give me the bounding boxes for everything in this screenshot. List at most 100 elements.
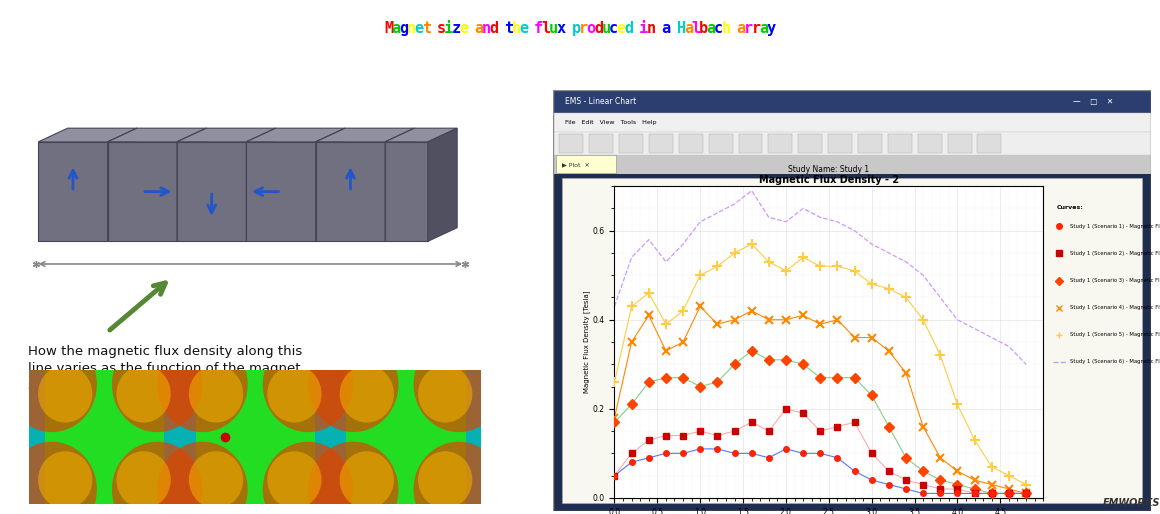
Polygon shape	[316, 128, 414, 142]
Circle shape	[309, 442, 399, 514]
Circle shape	[267, 365, 321, 423]
Circle shape	[116, 451, 171, 508]
Text: g: g	[399, 21, 408, 36]
Polygon shape	[559, 134, 583, 153]
Polygon shape	[385, 142, 428, 242]
Polygon shape	[887, 134, 912, 153]
Text: a: a	[392, 21, 401, 36]
Polygon shape	[38, 142, 108, 242]
Text: d: d	[490, 21, 499, 36]
Polygon shape	[164, 370, 180, 504]
Circle shape	[418, 451, 472, 508]
Text: z: z	[451, 21, 461, 36]
Text: r: r	[745, 21, 753, 36]
Polygon shape	[709, 134, 733, 153]
Circle shape	[158, 337, 248, 432]
Text: h: h	[722, 21, 731, 36]
Text: r: r	[752, 21, 761, 36]
Text: a: a	[661, 21, 670, 36]
Polygon shape	[553, 132, 1151, 155]
Text: h: h	[512, 21, 521, 36]
Text: s: s	[436, 21, 445, 36]
Text: M: M	[384, 21, 393, 36]
Text: f: f	[535, 21, 543, 36]
Text: a: a	[706, 21, 716, 36]
Circle shape	[189, 365, 244, 423]
Text: i: i	[444, 21, 454, 36]
Circle shape	[116, 365, 171, 423]
Text: o: o	[587, 21, 596, 36]
Polygon shape	[553, 90, 1151, 113]
Polygon shape	[246, 142, 316, 242]
Text: How the magnetic flux density along this
line varies as the function of the magn: How the magnetic flux density along this…	[28, 345, 302, 392]
Circle shape	[38, 451, 93, 508]
Circle shape	[267, 451, 321, 508]
Text: e: e	[520, 21, 528, 36]
Text: b: b	[699, 21, 709, 36]
Circle shape	[340, 451, 394, 508]
Text: EMS - Linear Chart: EMS - Linear Chart	[565, 97, 637, 106]
Text: d: d	[624, 21, 633, 36]
Polygon shape	[177, 128, 276, 142]
Circle shape	[6, 337, 97, 432]
Text: e: e	[414, 21, 423, 36]
Text: u: u	[602, 21, 611, 36]
Text: l: l	[691, 21, 701, 36]
Y-axis label: Magnetic Flux Density [Tesla]: Magnetic Flux Density [Tesla]	[583, 291, 589, 393]
Circle shape	[113, 337, 203, 432]
Polygon shape	[828, 134, 851, 153]
Polygon shape	[553, 113, 1151, 132]
Polygon shape	[385, 128, 414, 242]
Polygon shape	[619, 134, 643, 153]
Polygon shape	[553, 174, 1151, 511]
Text: n: n	[481, 21, 491, 36]
Text: a: a	[684, 21, 694, 36]
Text: Study 1 (Scenario 4) - Magnetic Flux Density: Study 1 (Scenario 4) - Magnetic Flux Den…	[1070, 305, 1160, 310]
Polygon shape	[177, 142, 246, 242]
Text: a: a	[737, 21, 746, 36]
Text: y: y	[767, 21, 776, 36]
Text: x: x	[557, 21, 566, 36]
Text: Study 1 (Scenario 3) - Magnetic Flux Density: Study 1 (Scenario 3) - Magnetic Flux Den…	[1070, 278, 1160, 283]
Polygon shape	[316, 142, 385, 242]
Polygon shape	[798, 134, 822, 153]
Text: Study 1 (Scenario 5) - Magnetic Flux Density: Study 1 (Scenario 5) - Magnetic Flux Den…	[1070, 332, 1160, 337]
Text: n: n	[646, 21, 655, 36]
Polygon shape	[108, 128, 206, 142]
Text: r: r	[579, 21, 588, 36]
Text: Study 1 (Scenario 2) - Magnetic Flux Density: Study 1 (Scenario 2) - Magnetic Flux Den…	[1070, 251, 1160, 256]
Polygon shape	[858, 134, 882, 153]
Text: a: a	[474, 21, 484, 36]
Text: e: e	[617, 21, 625, 36]
Polygon shape	[978, 134, 1001, 153]
Polygon shape	[38, 128, 137, 142]
Circle shape	[6, 442, 97, 514]
Text: File   Edit   View   Tools   Help: File Edit View Tools Help	[565, 120, 657, 125]
Polygon shape	[428, 128, 457, 242]
Text: l: l	[542, 21, 551, 36]
Text: H: H	[676, 21, 686, 36]
Text: n: n	[407, 21, 415, 36]
Text: d: d	[594, 21, 603, 36]
Text: c: c	[609, 21, 618, 36]
Polygon shape	[918, 134, 942, 153]
Text: —    □    ✕: — □ ✕	[1073, 97, 1114, 106]
Text: p: p	[572, 21, 581, 36]
Polygon shape	[316, 128, 346, 242]
Polygon shape	[246, 128, 276, 242]
Text: ▶ Plot  ✕: ▶ Plot ✕	[563, 162, 590, 167]
Circle shape	[414, 442, 505, 514]
Circle shape	[309, 337, 399, 432]
Text: u: u	[549, 21, 558, 36]
Text: Study Name: Study 1: Study Name: Study 1	[789, 164, 869, 174]
Text: e: e	[459, 21, 469, 36]
Text: c: c	[715, 21, 724, 36]
Polygon shape	[29, 370, 45, 504]
Circle shape	[418, 365, 472, 423]
Circle shape	[158, 442, 248, 514]
Text: t: t	[422, 21, 430, 36]
Circle shape	[263, 442, 354, 514]
Polygon shape	[768, 134, 792, 153]
Polygon shape	[465, 370, 481, 504]
Polygon shape	[29, 370, 481, 504]
